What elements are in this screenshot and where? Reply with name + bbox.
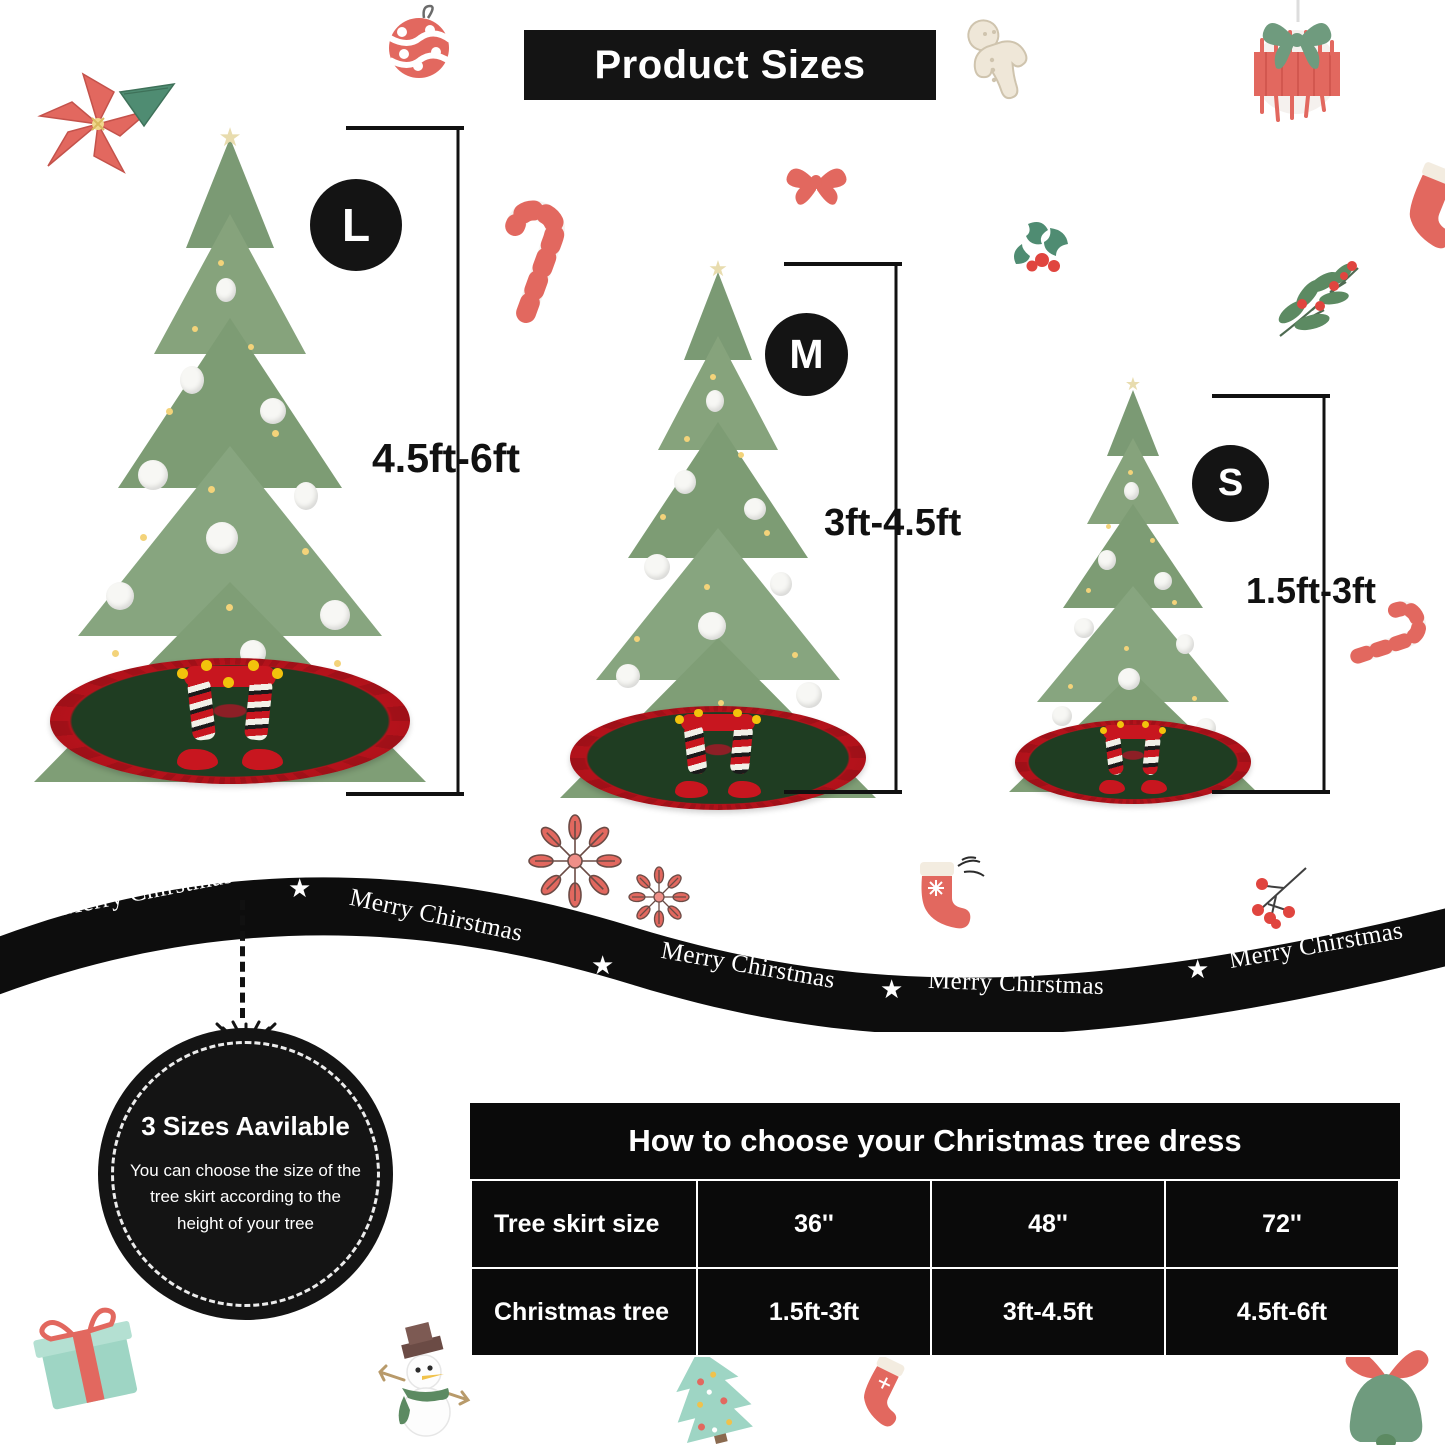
size-badge-medium-label: M xyxy=(789,331,824,377)
table-cell: 3ft-4.5ft xyxy=(930,1267,1166,1357)
holly-icon xyxy=(1008,216,1078,282)
table-row-label: Christmas tree xyxy=(470,1267,698,1357)
dashed-connector-line xyxy=(240,900,245,1018)
table-cell: 48'' xyxy=(930,1179,1166,1269)
snowflake-icon xyxy=(520,806,630,916)
berries-icon xyxy=(1232,862,1312,938)
bracket-cap-top xyxy=(784,262,902,266)
elf-legs-medium xyxy=(669,708,767,798)
bracket-line xyxy=(456,126,460,796)
bracket-line xyxy=(1322,394,1326,794)
size-badge-small: S xyxy=(1192,445,1269,522)
poinsettia-icon xyxy=(28,62,178,192)
bracket-cap-bottom xyxy=(346,792,464,796)
table-cell: 1.5ft-3ft xyxy=(696,1267,932,1357)
tree-medium: ★ xyxy=(548,256,888,822)
size-badge-medium: M xyxy=(765,313,848,396)
ribbon-star-icon: ★ xyxy=(880,974,904,1004)
elf-legs-large xyxy=(170,659,290,770)
ornament-dashed-border xyxy=(111,1041,380,1307)
tree-topper-star-icon: ★ xyxy=(1124,374,1142,394)
merry-christmas-ribbon: Merry Chirstmas ★ Merry Chirstmas ★ Merr… xyxy=(0,852,1445,1036)
bracket-cap-bottom xyxy=(784,790,902,794)
table-row: Tree skirt size 36'' 48'' 72'' xyxy=(470,1179,1400,1269)
dimension-label-medium: 3ft-4.5ft xyxy=(824,502,962,544)
dimension-label-small: 1.5ft-3ft xyxy=(1246,570,1377,611)
bow-icon xyxy=(782,158,850,214)
table-cell: 4.5ft-6ft xyxy=(1164,1267,1400,1357)
candy-cane-icon xyxy=(484,192,594,323)
size-badge-small-label: S xyxy=(1217,462,1244,504)
gift-box-icon xyxy=(22,1300,152,1420)
dimension-label-large: 4.5ft-6ft xyxy=(372,435,521,481)
table-row-label: Tree skirt size xyxy=(470,1179,698,1269)
page-title-text: Product Sizes xyxy=(594,42,866,87)
page-title: Product Sizes xyxy=(524,30,936,100)
christmas-tree-icon xyxy=(660,1340,760,1445)
table-cell: 36'' xyxy=(696,1179,932,1269)
size-chart-table: How to choose your Christmas tree dress … xyxy=(470,1103,1400,1357)
callout-body-line-1: You can choose the size of the xyxy=(130,1160,361,1180)
size-badge-large: L xyxy=(310,179,402,271)
lantern-ornament-icon xyxy=(1236,0,1356,150)
bauble-ornament-icon xyxy=(378,4,462,88)
candy-cane-icon xyxy=(1346,590,1442,686)
stocking-icon xyxy=(848,1355,914,1439)
stocking-icon xyxy=(1396,160,1445,250)
size-badge-large-label: L xyxy=(341,199,371,251)
bracket-cap-top xyxy=(1212,394,1330,398)
snowman-icon xyxy=(370,1321,480,1445)
callout-title: 3 Sizes Aavilable xyxy=(141,1110,350,1141)
ribbon-star-icon: ★ xyxy=(288,873,312,903)
sizes-available-callout: 3 Sizes Aavilable You can choose the siz… xyxy=(98,1020,393,1320)
callout-body-line-3: height of your tree xyxy=(176,1213,315,1233)
bell-icon xyxy=(1326,1340,1445,1445)
table-cell: 72'' xyxy=(1164,1179,1400,1269)
tree-topper-star-icon: ★ xyxy=(708,256,728,281)
table-row: Christmas tree 1.5ft-3ft 3ft-4.5ft 4.5ft… xyxy=(470,1267,1400,1357)
gingerbread-man-icon xyxy=(952,14,1032,110)
bracket-cap-bottom xyxy=(1212,790,1330,794)
tree-topper-star-icon: ★ xyxy=(218,122,242,152)
table-heading: How to choose your Christmas tree dress xyxy=(628,1123,1242,1158)
snowflake-icon xyxy=(622,860,696,934)
stocking-icon xyxy=(906,852,994,942)
ribbon-star-icon: ★ xyxy=(591,950,615,980)
bracket-cap-top xyxy=(346,126,464,130)
bracket-line xyxy=(894,262,898,794)
callout-body-line-2: tree skirt according to the xyxy=(150,1187,341,1207)
ribbon-star-icon: ★ xyxy=(1186,954,1210,984)
elf-legs-small xyxy=(1094,721,1172,794)
mistletoe-sprig-icon xyxy=(1272,248,1372,344)
tree-small: ★ xyxy=(1000,374,1266,804)
tree-large: ★ xyxy=(20,122,440,820)
